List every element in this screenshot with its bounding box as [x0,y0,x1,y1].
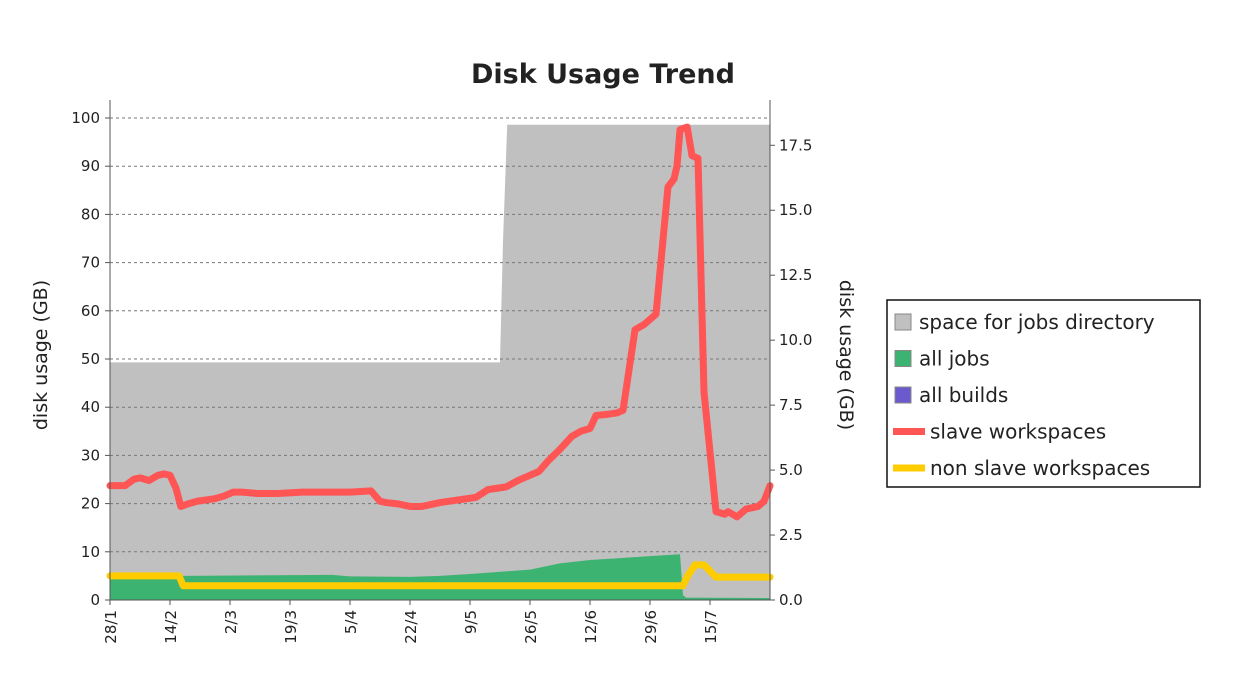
x-tick-label-22-4: 22/4 [402,610,420,644]
right-tick-label-17.5: 17.5 [779,136,812,154]
legend-box [886,299,1201,488]
x-tick-label-29-6: 29/6 [642,610,660,644]
legend-label-space-for-jobs-directory: space for jobs directory [919,310,1155,334]
x-tick-label-14-2: 14/2 [162,610,180,644]
right-tick-label-10.0: 10.0 [779,331,812,349]
legend: space for jobs directory all jobs all buil… [886,299,1201,488]
chart-title: Disk Usage Trend [471,59,735,90]
x-tick-label-5-4: 5/4 [342,610,360,634]
left-tick-label-80: 80 [81,205,100,223]
x-tick-label-9-5: 9/5 [462,610,480,634]
legend-swatch-all-jobs [894,350,912,367]
line-series [106,123,774,590]
left-tick-label-30: 30 [81,446,100,464]
left-tick-label-50: 50 [81,350,100,368]
x-tick-label-12-6: 12/6 [582,610,600,644]
left-tick-label-0: 0 [90,591,100,609]
left-tick-label-70: 70 [81,254,100,272]
left-tick-label-20: 20 [81,495,100,513]
area-space-for-jobs-directory [110,124,770,601]
axes: 0 10 20 30 40 50 60 70 80 90 100 0.0 2.5 5.0 7.5 10.0 12… [71,100,812,644]
legend-label-all-jobs: all jobs [919,347,990,371]
x-tick-label-19-3: 19/3 [282,610,300,644]
right-tick-label-15.0: 15.0 [779,201,812,219]
legend-swatch-space-for-jobs-directory [894,313,912,331]
legend-label-slave-workspaces: slave workspaces [930,420,1106,444]
right-axis-label: disk usage (GB) [835,280,857,430]
line-non-slave-workspaces [106,561,774,590]
x-tick-label-15-7: 15/7 [702,610,720,644]
right-tick-label-7.5: 7.5 [779,396,803,414]
x-tick-label-28-1: 28/1 [102,610,120,644]
legend-label-non-slave-workspaces: non slave workspaces [930,456,1150,480]
line-slave-workspaces [106,123,774,521]
left-axis-label: disk usage (GB) [30,280,52,430]
left-tick-label-10: 10 [81,543,100,561]
left-tick-label-40: 40 [81,398,100,416]
x-tick-label-2-3: 2/3 [222,610,240,634]
left-tick-label-60: 60 [81,302,100,320]
right-tick-label-5.0: 5.0 [779,461,803,479]
right-tick-label-12.5: 12.5 [779,266,812,284]
x-tick-label-26-5: 26/5 [522,610,540,644]
right-tick-label-2.5: 2.5 [779,526,803,544]
legend-label-all-builds: all builds [919,383,1008,407]
left-tick-label-100: 100 [71,109,100,127]
legend-swatch-all-builds [894,386,912,404]
left-tick-label-90: 90 [81,157,100,175]
right-tick-label-0.0: 0.0 [779,591,803,609]
